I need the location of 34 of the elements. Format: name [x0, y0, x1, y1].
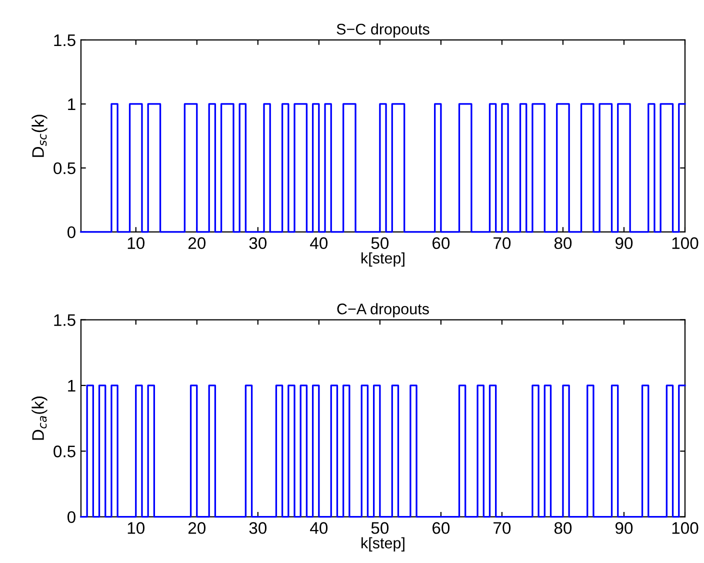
y-axis-title: D$_{sc}$(k)	[32, 114, 48, 157]
x-tick-label: 50	[371, 237, 389, 250]
x-tick-label: 80	[554, 237, 572, 250]
x-tick-label: 90	[615, 237, 633, 250]
x-tick-label: 50	[371, 522, 389, 534]
x-tick-label: 10	[128, 237, 144, 250]
x-axis-title: k[step]	[362, 537, 404, 552]
x-tick-label: 70	[494, 522, 511, 534]
x-tick-label: 60	[432, 237, 450, 250]
x-tick-label: 40	[310, 237, 328, 250]
y-tick-label: 0	[67, 511, 76, 524]
x-axis-title: k[step]	[362, 252, 404, 267]
x-tick-label: 30	[249, 237, 267, 250]
chart-title: S−C dropouts	[336, 23, 430, 38]
x-tick-label: 40	[310, 522, 328, 534]
x-tick-label: 30	[249, 522, 267, 534]
y-tick-label: 1.5	[54, 34, 76, 46]
x-tick-label: 10	[128, 522, 144, 534]
x-tick-label: 70	[494, 237, 511, 250]
x-tick-label: 100	[672, 237, 698, 250]
chart-title: C−A dropouts	[337, 303, 429, 318]
x-tick-label: 60	[432, 522, 450, 534]
y-tick-label: 0.5	[54, 162, 76, 174]
y-tick-label: 1.5	[54, 314, 76, 326]
x-tick-label: 100	[672, 522, 698, 534]
y-tick-label: 1	[68, 98, 76, 110]
x-tick-label: 20	[188, 522, 206, 534]
y-tick-label: 0	[67, 226, 76, 238]
y-tick-label: 1	[68, 380, 76, 392]
x-tick-label: 80	[554, 522, 572, 534]
x-tick-label: 20	[188, 237, 206, 250]
y-axis-title: D$_{ca}$(k)	[32, 396, 48, 440]
y-tick-label: 0.5	[54, 446, 76, 458]
x-tick-label: 90	[615, 522, 633, 534]
